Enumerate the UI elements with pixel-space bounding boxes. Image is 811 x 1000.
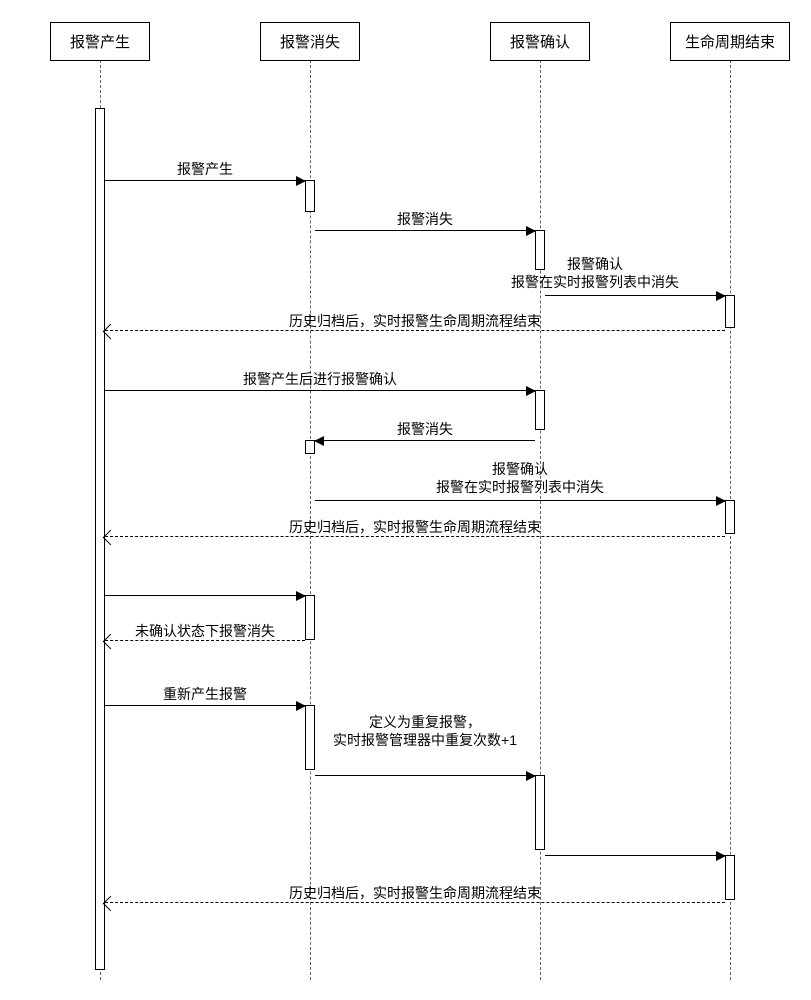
activation-bar xyxy=(305,180,315,212)
participant-box: 报警消失 xyxy=(260,22,360,61)
message-arrow xyxy=(545,855,725,856)
arrowhead xyxy=(526,771,536,781)
message-label: 报警确认 报警在实时报警列表中消失 xyxy=(310,460,730,496)
message-arrow xyxy=(315,230,535,231)
message-arrow xyxy=(315,775,535,776)
message-label: 定义为重复报警， 实时报警管理器中重复次数+1 xyxy=(295,713,555,749)
message-label: 未确认状态下报警消失 xyxy=(75,622,335,640)
message-arrow xyxy=(545,295,725,296)
activation-bar xyxy=(535,775,545,850)
message-label: 历史归档后，实时报警生命周期流程结束 xyxy=(100,312,730,330)
message-label: 历史归档后，实时报警生命周期流程结束 xyxy=(100,518,730,536)
message-arrow xyxy=(105,705,305,706)
participant-box: 生命周期结束 xyxy=(670,22,790,61)
message-arrow xyxy=(105,390,535,391)
message-arrow xyxy=(315,440,535,441)
arrowhead xyxy=(296,591,306,601)
message-label: 历史归档后，实时报警生命周期流程结束 xyxy=(100,884,730,902)
participant-box: 报警确认 xyxy=(490,22,590,61)
message-label: 报警产生 xyxy=(75,160,335,178)
message-label: 报警确认 报警在实时报警列表中消失 xyxy=(465,255,725,291)
arrowhead xyxy=(716,851,726,861)
participant-box: 报警产生 xyxy=(50,22,150,61)
message-label: 报警消失 xyxy=(295,210,555,228)
arrowhead xyxy=(716,496,726,506)
message-arrow xyxy=(105,595,305,596)
message-label: 报警消失 xyxy=(295,420,555,438)
message-label: 报警产生后进行报警确认 xyxy=(100,370,540,388)
arrowhead xyxy=(716,291,726,301)
message-label: 重新产生报警 xyxy=(75,685,335,703)
sequence-diagram: 报警产生报警消失报警确认生命周期结束报警产生报警消失报警确认 报警在实时报警列表… xyxy=(0,0,811,1000)
message-arrow xyxy=(315,500,725,501)
message-arrow xyxy=(105,180,305,181)
